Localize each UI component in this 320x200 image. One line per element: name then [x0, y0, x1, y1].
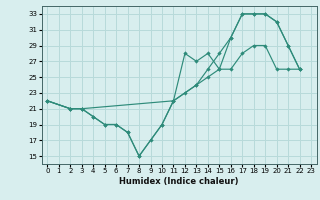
X-axis label: Humidex (Indice chaleur): Humidex (Indice chaleur): [119, 177, 239, 186]
